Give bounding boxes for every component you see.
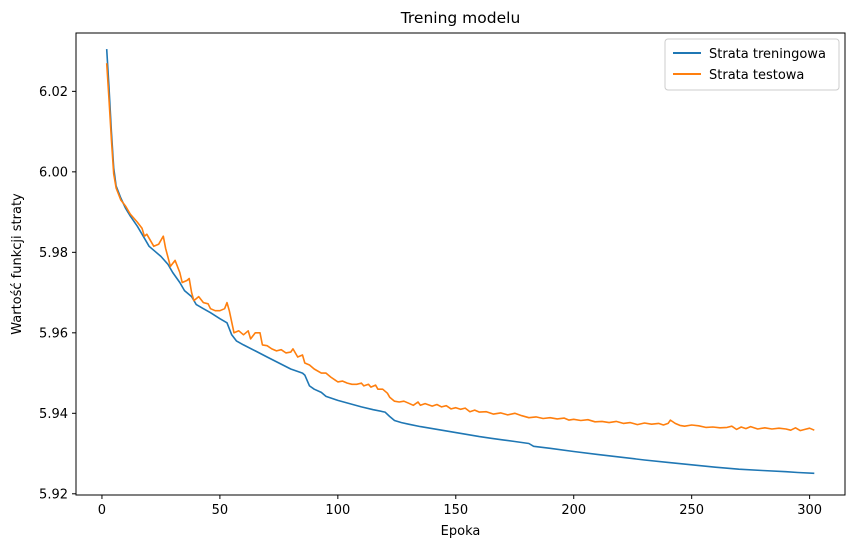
x-tick-label: 100 [325, 503, 350, 518]
legend-frame [664, 38, 840, 91]
y-axis: 5.92 5.94 5.96 5.98 6.00 6.02 [39, 85, 76, 502]
y-tick-label: 5.98 [39, 246, 68, 261]
legend: Strata treningowa Strata testowa [664, 38, 840, 91]
chart-title: Trening modelu [400, 9, 521, 27]
x-tick-label: 200 [561, 503, 586, 518]
y-tick-label: 6.02 [39, 85, 68, 100]
y-tick-label: 5.92 [39, 487, 68, 502]
x-tick-label: 50 [212, 503, 229, 518]
x-tick-label: 0 [98, 503, 106, 518]
series-layer [105, 49, 815, 475]
x-axis: 0 50 100 150 200 250 300 [98, 495, 822, 518]
x-tick-label: 150 [443, 503, 468, 518]
x-tick-label: 250 [679, 503, 704, 518]
y-tick-label: 5.96 [39, 326, 68, 341]
y-tick-label: 5.94 [39, 407, 68, 422]
series-line-train [105, 49, 815, 475]
legend-label-train: Strata treningowa [709, 47, 826, 62]
y-tick-label: 6.00 [39, 165, 68, 180]
series-line-test [105, 63, 815, 432]
x-axis-label: Epoka [441, 524, 481, 539]
y-axis-label: Wartość funkcji straty [10, 193, 25, 335]
x-tick-label: 300 [797, 503, 822, 518]
legend-label-test: Strata testowa [709, 68, 804, 83]
plot-frame [75, 32, 846, 496]
